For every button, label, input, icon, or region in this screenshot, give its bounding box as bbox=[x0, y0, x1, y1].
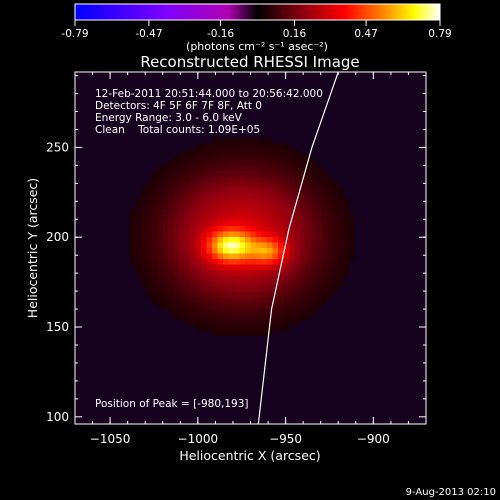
colorbar-ticks: -0.79 -0.47 -0.16 0.16 0.47 0.79 bbox=[61, 20, 452, 40]
y-tick-label: 100 bbox=[46, 410, 69, 424]
colorbar-tick-label: 0.16 bbox=[283, 28, 307, 40]
axis-ticks: −1050 −1000 −950 −900 100 150 200 250 bbox=[46, 72, 426, 446]
y-tick-label: 150 bbox=[46, 320, 69, 334]
annotation-energy: Energy Range: 3.0 - 6.0 keV bbox=[95, 112, 243, 124]
solar-limb-curve bbox=[257, 72, 339, 424]
annotation-peak: Position of Peak = [-980,193] bbox=[95, 398, 249, 410]
heatmap-image bbox=[75, 72, 426, 424]
colorbar-tick-label: -0.79 bbox=[61, 28, 88, 40]
x-axis-label: Heliocentric X (arcsec) bbox=[179, 448, 320, 463]
x-tick-label: −950 bbox=[269, 432, 302, 446]
colorbar-unit-label: (photons cm⁻² s⁻¹ asec⁻²) bbox=[186, 40, 328, 53]
x-tick-label: −1050 bbox=[90, 432, 131, 446]
annotation-detectors: Detectors: 4F 5F 6F 7F 8F, Att 0 bbox=[95, 100, 262, 112]
y-axis-label: Heliocentric Y (arcsec) bbox=[25, 178, 40, 318]
colorbar-tick-label: 0.79 bbox=[428, 28, 451, 40]
timestamp: 9-Aug-2013 02:10 bbox=[406, 487, 496, 498]
colorbar-tick-label: -0.47 bbox=[135, 28, 162, 40]
chart-title: Reconstructed RHESSI Image bbox=[140, 53, 359, 71]
y-tick-label: 250 bbox=[46, 140, 69, 154]
annotation-method: Clean Total counts: 1.09E+05 bbox=[95, 124, 260, 136]
x-tick-label: −1000 bbox=[178, 432, 219, 446]
colorbar-frame bbox=[74, 3, 441, 21]
x-tick-label: −900 bbox=[357, 432, 390, 446]
y-tick-label: 200 bbox=[46, 230, 69, 244]
colorbar bbox=[75, 4, 440, 20]
colorbar-tick-label: -0.16 bbox=[207, 28, 234, 40]
annotation-time-range: 12-Feb-2011 20:51:44.000 to 20:56:42.000 bbox=[95, 88, 323, 100]
colorbar-tick-label: 0.47 bbox=[354, 28, 377, 40]
